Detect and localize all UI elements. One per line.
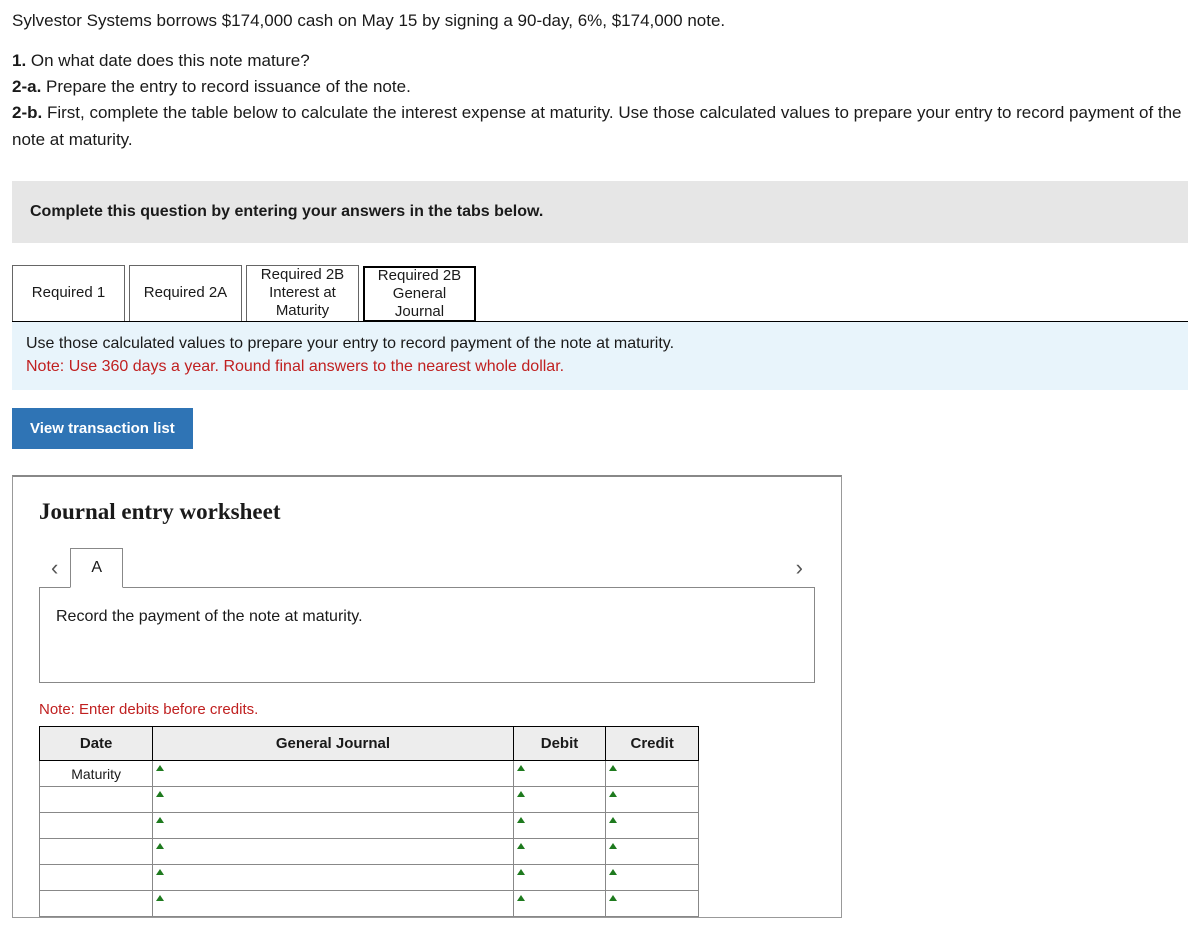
date-cell[interactable] [40,839,153,865]
general-journal-cell[interactable] [153,787,513,813]
tab-required-1[interactable]: Required 1 [12,265,125,321]
table-row [40,813,699,839]
question-2b: 2-b. First, complete the table below to … [12,100,1188,153]
credit-cell[interactable] [606,813,699,839]
debit-cell[interactable] [513,787,606,813]
instruction-line-1: Use those calculated values to prepare y… [26,332,1174,355]
tab-required-2b-general-journal[interactable]: Required 2B General Journal [363,266,476,322]
credit-cell[interactable] [606,865,699,891]
table-row [40,891,699,917]
entry-body: Record the payment of the note at maturi… [39,587,815,683]
worksheet-title: Journal entry worksheet [39,499,815,525]
problem-statement: Sylvestor Systems borrows $174,000 cash … [12,8,1188,34]
debit-cell[interactable] [513,761,606,787]
journal-entry-worksheet: Journal entry worksheet ‹ A › Record the… [12,475,842,918]
entry-instruction: Record the payment of the note at maturi… [56,608,363,625]
table-row [40,865,699,891]
complete-banner: Complete this question by entering your … [12,181,1188,243]
tab-instruction-panel: Use those calculated values to prepare y… [12,322,1188,390]
date-cell[interactable] [40,891,153,917]
question-1: 1. On what date does this note mature? [12,48,1188,74]
header-date: Date [40,727,153,761]
general-journal-cell[interactable] [153,891,513,917]
general-journal-cell[interactable] [153,813,513,839]
tab-required-2a[interactable]: Required 2A [129,265,242,321]
instruction-note: Note: Use 360 days a year. Round final a… [26,355,1174,378]
credit-cell[interactable] [606,891,699,917]
credit-cell[interactable] [606,787,699,813]
debit-credit-note: Note: Enter debits before credits. [39,701,815,718]
tab-row: Required 1 Required 2A Required 2B Inter… [12,265,1188,322]
debit-cell[interactable] [513,813,606,839]
debit-cell[interactable] [513,865,606,891]
credit-cell[interactable] [606,839,699,865]
header-debit: Debit [513,727,606,761]
date-cell[interactable] [40,813,153,839]
question-list: 1. On what date does this note mature? 2… [12,48,1188,153]
chevron-left-icon[interactable]: ‹ [39,549,70,587]
table-row [40,787,699,813]
table-row [40,839,699,865]
view-transaction-list-button[interactable]: View transaction list [12,408,193,449]
header-credit: Credit [606,727,699,761]
entry-nav: ‹ A › [39,547,815,587]
journal-entry-table: Date General Journal Debit Credit Maturi… [39,726,699,917]
credit-cell[interactable] [606,761,699,787]
table-row: Maturity [40,761,699,787]
date-cell[interactable]: Maturity [40,761,153,787]
header-general-journal: General Journal [153,727,513,761]
question-2a: 2-a. Prepare the entry to record issuanc… [12,74,1188,100]
chevron-right-icon[interactable]: › [784,549,815,587]
debit-cell[interactable] [513,891,606,917]
general-journal-cell[interactable] [153,839,513,865]
general-journal-cell[interactable] [153,761,513,787]
tab-required-2b-interest[interactable]: Required 2B Interest at Maturity [246,265,359,321]
entry-tab-a[interactable]: A [70,548,123,588]
debit-cell[interactable] [513,839,606,865]
date-cell[interactable] [40,865,153,891]
date-cell[interactable] [40,787,153,813]
general-journal-cell[interactable] [153,865,513,891]
